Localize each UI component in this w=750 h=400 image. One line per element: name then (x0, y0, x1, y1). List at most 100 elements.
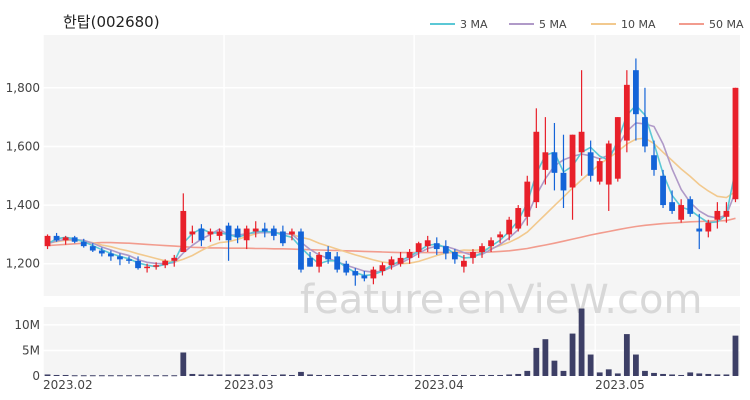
volume-bar (687, 372, 694, 376)
volume-bar (560, 370, 567, 376)
volume-panel (43, 307, 740, 376)
watermark: feature.enVieW.com (300, 277, 702, 323)
candle-body (135, 260, 141, 269)
candle (225, 222, 232, 261)
candle-body (669, 202, 676, 211)
volume-bar (89, 375, 96, 377)
candle-body (352, 271, 359, 276)
candle-body (723, 210, 730, 217)
candle (397, 252, 404, 267)
candle-body (732, 87, 739, 200)
chart-title: 한탑(002680) (63, 13, 160, 31)
volume-bar (479, 374, 485, 376)
candle (424, 235, 431, 253)
candle-body (533, 131, 540, 203)
legend-label: 10 MA (621, 18, 656, 31)
candle (623, 70, 630, 153)
volume-bar (207, 374, 214, 376)
candle (252, 221, 259, 238)
volume-bar (415, 374, 422, 376)
candle-body (379, 265, 386, 272)
candle (316, 252, 322, 273)
candle (587, 140, 594, 182)
volume-bar (316, 374, 322, 376)
price-tick-label: 1,600 (6, 139, 40, 153)
candle (198, 224, 205, 247)
legend-item: 5 MA (509, 18, 567, 31)
candle-body (415, 243, 422, 253)
candle (723, 202, 730, 223)
candle-body (551, 152, 558, 173)
volume-bar (126, 375, 132, 377)
volume-bar (270, 374, 277, 376)
date-tick-label: 2023.05 (595, 378, 645, 392)
candle-body (62, 237, 69, 241)
candle-body (225, 225, 232, 241)
candle (406, 249, 413, 264)
candle-body (98, 250, 105, 254)
candle (370, 266, 377, 285)
legend-label: 5 MA (539, 18, 567, 31)
volume-bar (406, 374, 413, 376)
legend-item: 50 MA (679, 18, 744, 31)
candle-body (71, 237, 78, 242)
candle (461, 254, 467, 273)
candle (89, 243, 96, 253)
candle-body (80, 241, 87, 247)
candle-body (424, 240, 431, 247)
candle-body (587, 152, 594, 176)
candle (614, 117, 621, 182)
volume-bar (252, 374, 259, 376)
volume-axis: 0 5M 10M (14, 318, 40, 383)
candle (270, 225, 277, 241)
candle-body (461, 260, 467, 267)
volume-bar (623, 334, 630, 376)
candle (633, 58, 639, 141)
candle-body (397, 257, 404, 264)
candle-body (515, 208, 522, 229)
volume-bar (669, 374, 676, 376)
candle-body (107, 253, 114, 257)
candle (451, 249, 458, 264)
date-tick-label: 2023.03 (224, 378, 274, 392)
price-tick-label: 1,400 (6, 198, 40, 212)
candle (524, 175, 531, 226)
candle-body (334, 256, 341, 270)
volume-bar (107, 375, 114, 377)
candle-body (207, 231, 214, 235)
legend-label: 50 MA (709, 18, 744, 31)
volume-bar (117, 375, 123, 377)
candle-body (171, 257, 178, 261)
volume-bar (334, 374, 341, 376)
candle (171, 254, 178, 267)
candle (361, 271, 368, 282)
legend-item: 3 MA (430, 18, 488, 31)
volume-bar (461, 374, 467, 376)
candle (669, 190, 676, 214)
volume-bar (171, 375, 178, 377)
candle (479, 243, 485, 258)
candle-body (388, 259, 395, 266)
volume-bar (44, 374, 51, 376)
volume-bar (651, 372, 657, 376)
candle-body (406, 252, 413, 258)
candle (289, 228, 295, 241)
candle (307, 252, 313, 267)
candle (569, 134, 576, 220)
candle-body (234, 228, 241, 238)
volume-bar (388, 374, 395, 376)
price-tick-label: 1,800 (6, 81, 40, 95)
volume-bar (307, 374, 313, 376)
volume-bar (144, 375, 150, 377)
candle (687, 196, 694, 217)
volume-bar (370, 374, 377, 376)
candle-body (605, 143, 612, 185)
candle-body (216, 231, 223, 236)
candle-body (506, 219, 513, 235)
date-tick-label: 2023.04 (414, 378, 464, 392)
candle-body (325, 252, 332, 260)
volume-bar (180, 352, 187, 376)
candle (542, 117, 549, 185)
candle (71, 235, 78, 244)
